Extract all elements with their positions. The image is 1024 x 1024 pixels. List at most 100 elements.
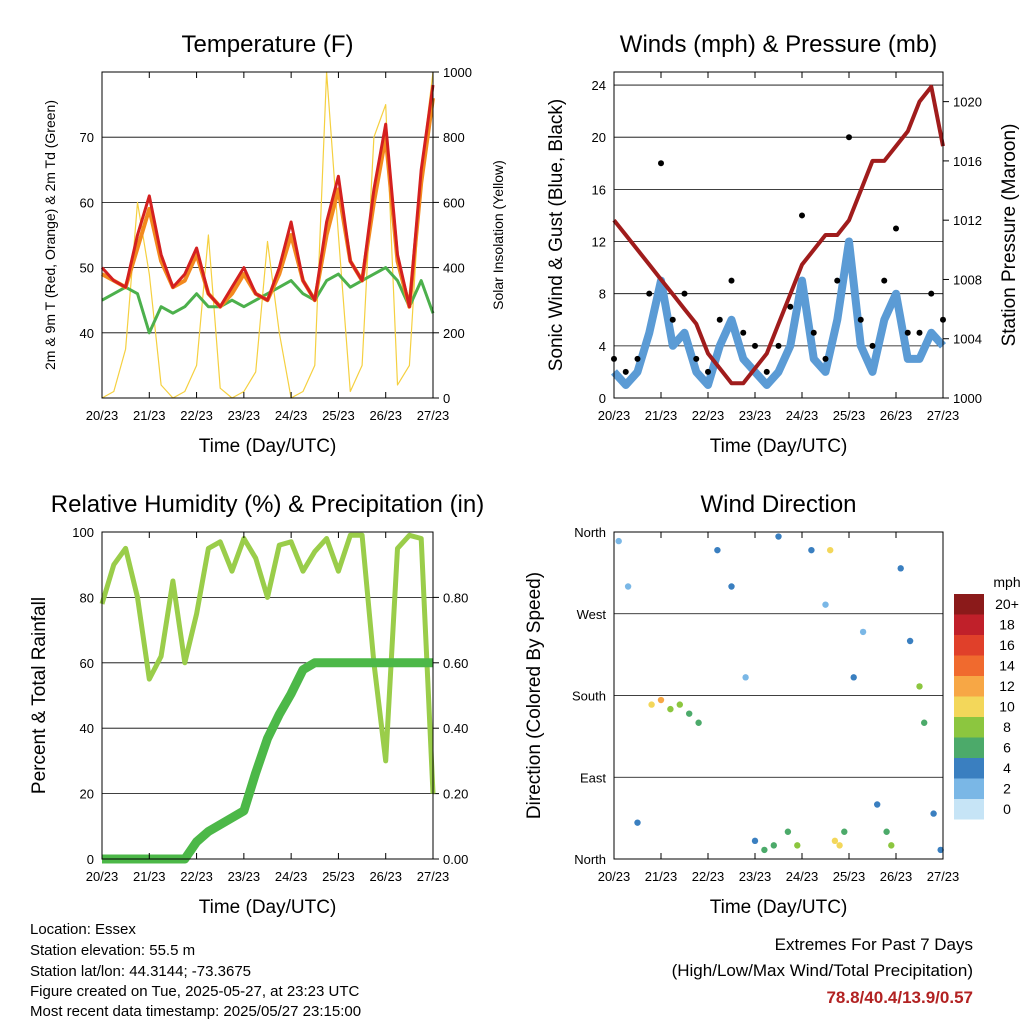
x-tick-label: 22/23 bbox=[692, 408, 725, 423]
y-tick-label-right: 1020 bbox=[953, 95, 982, 110]
gust-point bbox=[740, 329, 747, 336]
extremes-values: 78.8/40.4/13.9/0.57 bbox=[826, 988, 973, 1007]
x-tick-label: 23/23 bbox=[739, 408, 772, 423]
y-tick-label-right: 600 bbox=[443, 195, 465, 210]
y-tick-label-right: 1012 bbox=[953, 213, 982, 228]
gust-point bbox=[693, 355, 700, 362]
chart-title: Winds (mph) & Pressure (mb) bbox=[620, 31, 937, 58]
x-tick-label: 24/23 bbox=[275, 408, 308, 423]
chart-title: Wind Direction bbox=[700, 491, 856, 518]
y-tick-label: 80 bbox=[80, 590, 94, 605]
y-tick-label: 20 bbox=[592, 130, 606, 145]
x-tick-label: 23/23 bbox=[739, 869, 772, 884]
x-tick-label: 26/23 bbox=[880, 869, 913, 884]
wind-direction-point bbox=[784, 828, 792, 835]
wind-direction-point bbox=[686, 710, 693, 717]
y-tick-label-right: 1016 bbox=[953, 154, 982, 169]
wind-direction-point bbox=[761, 846, 768, 854]
temperature-chart: 40 50 60 70 0 200 400 600 800 1000 Temperature (F)… bbox=[42, 31, 506, 457]
wind-direction-point bbox=[634, 819, 641, 826]
wind-direction-point bbox=[667, 705, 674, 713]
y-tick-label: 4 bbox=[599, 339, 606, 354]
wind-direction-point bbox=[770, 842, 777, 849]
x-tick-label: 27/23 bbox=[927, 869, 960, 884]
y-axis-label: Percent & Total Rainfall bbox=[29, 597, 50, 794]
y-tick-label: East bbox=[580, 770, 606, 785]
y-tick-label: 70 bbox=[80, 130, 94, 145]
dewpoint-line bbox=[101, 266, 435, 335]
wind-direction-point bbox=[827, 546, 834, 554]
x-tick-label: 21/23 bbox=[133, 869, 166, 884]
legend-swatch bbox=[954, 696, 984, 717]
y-tick-label-right: 1000 bbox=[953, 391, 982, 406]
wind-direction-point bbox=[916, 683, 923, 690]
gust-point bbox=[893, 225, 899, 232]
y-tick-label: 50 bbox=[80, 261, 94, 276]
x-axis-label: Time (Day/UTC) bbox=[710, 897, 848, 918]
legend-swatch bbox=[954, 717, 984, 738]
legend-title: mph bbox=[993, 574, 1020, 590]
location-text: Location: Essex bbox=[30, 921, 136, 938]
y-tick-label: South bbox=[572, 689, 606, 704]
gust-point bbox=[904, 329, 911, 336]
x-tick-label: 21/23 bbox=[645, 408, 678, 423]
wind-direction-point bbox=[794, 842, 801, 849]
x-tick-label: 20/23 bbox=[598, 408, 631, 423]
y-axis-label: Direction (Colored By Speed) bbox=[524, 572, 545, 819]
wind-direction-point bbox=[624, 583, 632, 590]
gust-point bbox=[869, 342, 876, 349]
y-tick-label: 0 bbox=[87, 852, 94, 867]
x-tick-label: 25/23 bbox=[322, 408, 355, 423]
y-tick-label: 12 bbox=[592, 235, 606, 250]
gust-point bbox=[846, 134, 852, 141]
y-tick-label-right: 0.60 bbox=[443, 656, 468, 671]
chart-title: Temperature (F) bbox=[181, 31, 353, 58]
wind-direction-point bbox=[775, 533, 782, 540]
solar-insolation-line bbox=[101, 71, 434, 399]
wind-direction-point bbox=[874, 801, 881, 808]
legend-label: 8 bbox=[1003, 719, 1011, 735]
wind-direction-point bbox=[657, 696, 665, 704]
x-axis-label: Time (Day/UTC) bbox=[199, 436, 337, 457]
legend-swatch bbox=[954, 758, 984, 779]
gust-point bbox=[834, 277, 841, 284]
legend-swatch bbox=[954, 655, 984, 676]
wind-direction-point bbox=[676, 701, 683, 708]
x-tick-label: 20/23 bbox=[86, 869, 119, 884]
x-axis-label: Time (Day/UTC) bbox=[199, 897, 337, 918]
legend-label: 20+ bbox=[995, 596, 1019, 612]
wind-direction-point bbox=[751, 837, 759, 845]
gust-point bbox=[669, 316, 676, 323]
legend-label: 0 bbox=[1003, 801, 1011, 817]
y-tick-label: 60 bbox=[80, 195, 94, 210]
gust-point bbox=[916, 329, 923, 336]
legend-label: 10 bbox=[999, 699, 1015, 715]
x-tick-label: 25/23 bbox=[833, 408, 866, 423]
x-axis-label: Time (Day/UTC) bbox=[710, 436, 848, 457]
pressure-line bbox=[612, 84, 945, 386]
gust-point bbox=[787, 303, 794, 310]
legend-label: 14 bbox=[999, 658, 1015, 674]
gust-point bbox=[728, 277, 735, 284]
legend-swatch bbox=[954, 614, 984, 635]
sonic-wind-line bbox=[611, 237, 946, 389]
x-tick-label: 21/23 bbox=[645, 869, 678, 884]
temp-2m-line bbox=[100, 84, 435, 309]
x-tick-label: 23/23 bbox=[228, 408, 261, 423]
x-tick-label: 21/23 bbox=[133, 408, 166, 423]
y-tick-label-right: 0.20 bbox=[443, 787, 468, 802]
legend-label: 12 bbox=[999, 678, 1015, 694]
x-tick-label: 24/23 bbox=[275, 869, 308, 884]
x-tick-label: 25/23 bbox=[322, 869, 355, 884]
wind-direction-point bbox=[906, 637, 914, 645]
recent-data-text: Most recent data timestamp: 2025/05/27 2… bbox=[30, 1003, 362, 1020]
chart-title: Relative Humidity (%) & Precipitation (i… bbox=[51, 491, 484, 518]
wind-direction-point bbox=[742, 674, 749, 681]
gust-point bbox=[799, 212, 805, 219]
gust-point bbox=[752, 342, 758, 349]
x-tick-label: 24/23 bbox=[786, 869, 819, 884]
y-tick-label: 40 bbox=[80, 326, 94, 341]
legend-swatch bbox=[954, 676, 984, 697]
y-tick-label-right: 0 bbox=[443, 391, 450, 406]
y-tick-label: 20 bbox=[80, 787, 94, 802]
